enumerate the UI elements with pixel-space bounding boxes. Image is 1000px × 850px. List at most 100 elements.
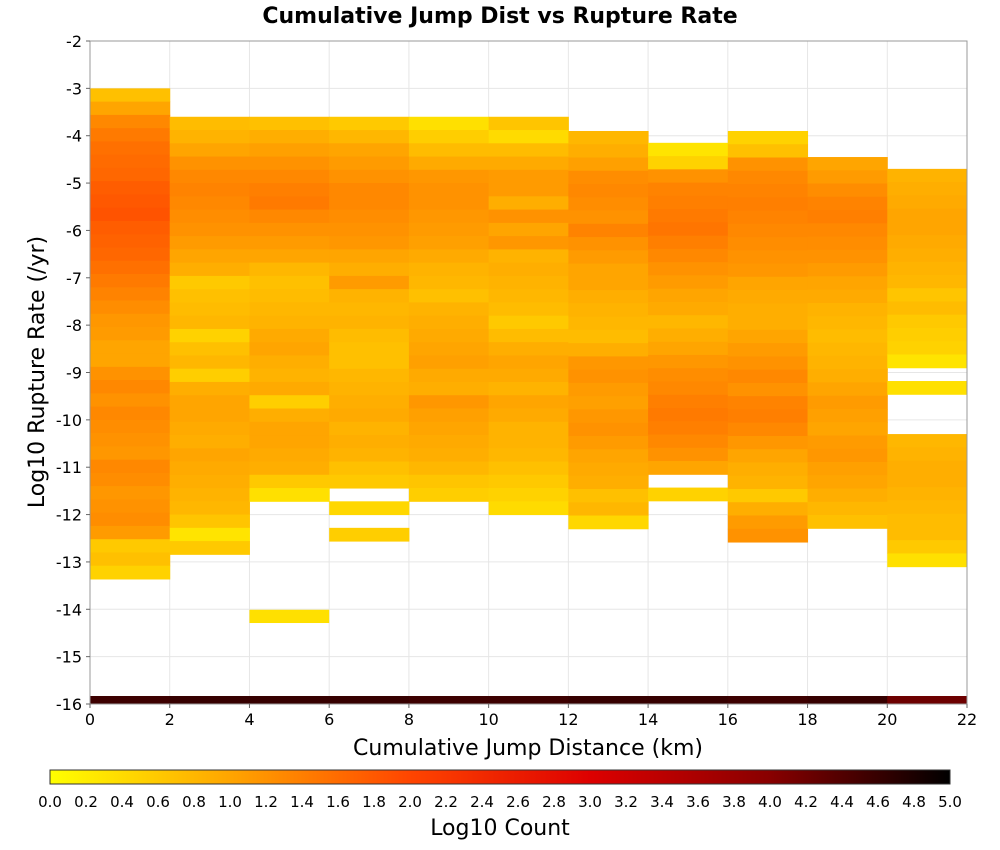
heatmap-cell [90, 340, 171, 355]
heatmap-cell [727, 210, 809, 225]
heatmap-cell [807, 263, 888, 277]
heatmap-cell [727, 170, 809, 185]
colorbar-tick-label: 4.4 [830, 793, 854, 811]
heatmap-cell [568, 343, 649, 357]
heatmap-cell [727, 276, 809, 291]
heatmap-cell [727, 197, 809, 212]
y-tick-label: -8 [66, 316, 82, 335]
heatmap-cell [807, 488, 888, 503]
heatmap-cell [568, 303, 649, 318]
heatmap-cell [329, 262, 410, 277]
heatmap-cell [807, 302, 888, 317]
heatmap-cell [488, 222, 569, 237]
heatmap-cell [90, 273, 171, 288]
heatmap-cell [887, 381, 968, 395]
heatmap-cell [90, 300, 171, 315]
colorbar-tick-label: 5.0 [938, 793, 962, 811]
heatmap-cell [648, 381, 729, 396]
heatmap-cell [488, 408, 569, 423]
heatmap-cell [648, 142, 729, 157]
heatmap-cell [727, 382, 809, 397]
heatmap-cell [488, 116, 569, 131]
heatmap-cell [90, 565, 171, 580]
heatmap-cell [648, 421, 729, 436]
heatmap-cell [727, 290, 809, 304]
y-axis-label: Log10 Rupture Rate (/yr) [25, 236, 50, 508]
heatmap-cell [408, 474, 490, 489]
heatmap-cell [169, 501, 250, 516]
heatmap-cell [887, 526, 968, 541]
x-tick-label: 16 [718, 710, 738, 729]
heatmap-cell [727, 369, 809, 384]
heatmap-cell [329, 156, 410, 171]
heatmap-cell [90, 167, 171, 182]
heatmap-cell [488, 130, 569, 144]
heatmap-cell [408, 342, 490, 356]
heatmap-cell [249, 474, 330, 489]
heatmap-cell [807, 157, 888, 171]
heatmap-cell [90, 247, 171, 262]
heatmap-cell [568, 396, 649, 410]
heatmap-cell [249, 130, 330, 144]
y-axis-ticks: -2 -3 -4 -5 -6 -7 -8 -9 -10 -11 -12 -13 -14 -15 -16 [56, 32, 90, 714]
heatmap-cell [249, 381, 330, 396]
heatmap-cell [90, 114, 171, 129]
heatmap-cell [90, 194, 171, 209]
heatmap-cell [169, 315, 250, 330]
heatmap-cell [249, 421, 330, 436]
heatmap-cell [568, 223, 649, 238]
heatmap-cell [329, 461, 410, 476]
heatmap-cell [568, 449, 649, 463]
y-tick-label: -16 [56, 695, 82, 714]
colorbar-tick-label: 0.4 [110, 793, 134, 811]
heatmap-cell [568, 144, 649, 158]
heatmap-cell [648, 434, 729, 449]
heatmap-cell [249, 315, 330, 330]
heatmap-cell [408, 222, 490, 237]
heatmap-cell [90, 128, 171, 142]
heatmap-cell [169, 514, 250, 529]
heatmap-cell [169, 275, 250, 290]
heatmap-cell [169, 236, 250, 250]
heatmap-cell [727, 130, 809, 145]
heatmap-cell [90, 327, 171, 341]
heatmap-cell [488, 236, 569, 250]
heatmap-cell [488, 696, 569, 704]
colorbar-tick-label: 1.6 [326, 793, 350, 811]
heatmap-cell [568, 184, 649, 198]
heatmap-cell [568, 237, 649, 251]
colorbar-tick-label: 2.6 [506, 793, 530, 811]
colorbar-tick-label: 4.8 [902, 793, 926, 811]
x-tick-label: 8 [404, 710, 414, 729]
heatmap-cell [488, 461, 569, 476]
heatmap-cell [90, 552, 171, 567]
x-tick-label: 4 [244, 710, 254, 729]
heatmap-cell [887, 274, 968, 289]
heatmap-cell [329, 381, 410, 396]
heatmap-cell [249, 249, 330, 264]
heatmap-cell [887, 341, 968, 356]
heatmap-cell [249, 143, 330, 158]
heatmap-cell [408, 183, 490, 197]
heatmap-cell [727, 409, 809, 424]
heatmap-cell [90, 141, 171, 156]
heatmap-cell [169, 262, 250, 277]
heatmap-cell [329, 302, 410, 317]
heatmap-cell [648, 288, 729, 303]
heatmap-cell [408, 381, 490, 396]
heatmap-cell [887, 221, 968, 236]
heatmap-cell [488, 209, 569, 224]
heatmap-cell [568, 250, 649, 265]
heatmap-cell [169, 289, 250, 303]
heatmap-cell [568, 170, 649, 185]
colorbar-tick-label: 1.0 [218, 793, 242, 811]
colorbar-tick-label: 0.6 [146, 793, 170, 811]
heatmap-cell [887, 168, 968, 183]
heatmap-cell [408, 169, 490, 184]
colorbar-tick-label: 2.0 [398, 793, 422, 811]
heatmap-cell [887, 301, 968, 316]
heatmap-cell [727, 475, 809, 490]
heatmap-cell [169, 448, 250, 463]
colorbar-tick-label: 1.4 [290, 793, 314, 811]
heatmap-cell [249, 302, 330, 317]
